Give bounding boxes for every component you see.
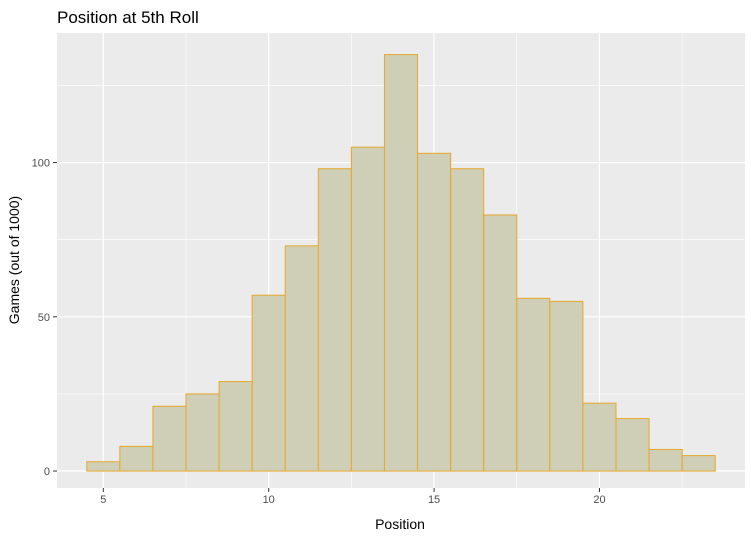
histogram-bar <box>615 418 650 472</box>
x-tick-label: 15 <box>428 494 440 506</box>
y-tick-label: 100 <box>32 158 50 170</box>
bars <box>86 54 716 472</box>
histogram-bar <box>582 402 617 472</box>
histogram-bar <box>317 168 352 472</box>
histogram-bar <box>251 294 286 472</box>
histogram-bar <box>152 405 187 472</box>
y-tick-label: 0 <box>44 466 50 478</box>
histogram-bar <box>417 152 452 472</box>
histogram-bar <box>648 448 683 472</box>
x-tick-label: 5 <box>100 494 106 506</box>
histogram-bar <box>483 214 518 472</box>
histogram-bar <box>350 146 385 472</box>
histogram-bar <box>450 168 485 472</box>
histogram-bar <box>549 300 584 472</box>
histogram-bar <box>119 445 154 472</box>
histogram-bar <box>681 455 716 472</box>
histogram-bar <box>284 245 319 472</box>
histogram-bar <box>218 381 253 472</box>
chart-title: Position at 5th Roll <box>57 8 199 27</box>
histogram-bar <box>86 461 121 472</box>
axis-ticks: 5 10 15 20 0 50 100 <box>32 158 606 506</box>
x-tick-label: 20 <box>593 494 605 506</box>
x-axis-title: Position <box>375 516 425 532</box>
y-tick-label: 50 <box>38 312 50 324</box>
histogram-bar <box>383 54 419 472</box>
histogram-bar <box>516 297 551 472</box>
x-tick-label: 10 <box>263 494 275 506</box>
y-axis-title: Games (out of 1000) <box>6 196 22 324</box>
histogram-bar <box>185 393 220 472</box>
